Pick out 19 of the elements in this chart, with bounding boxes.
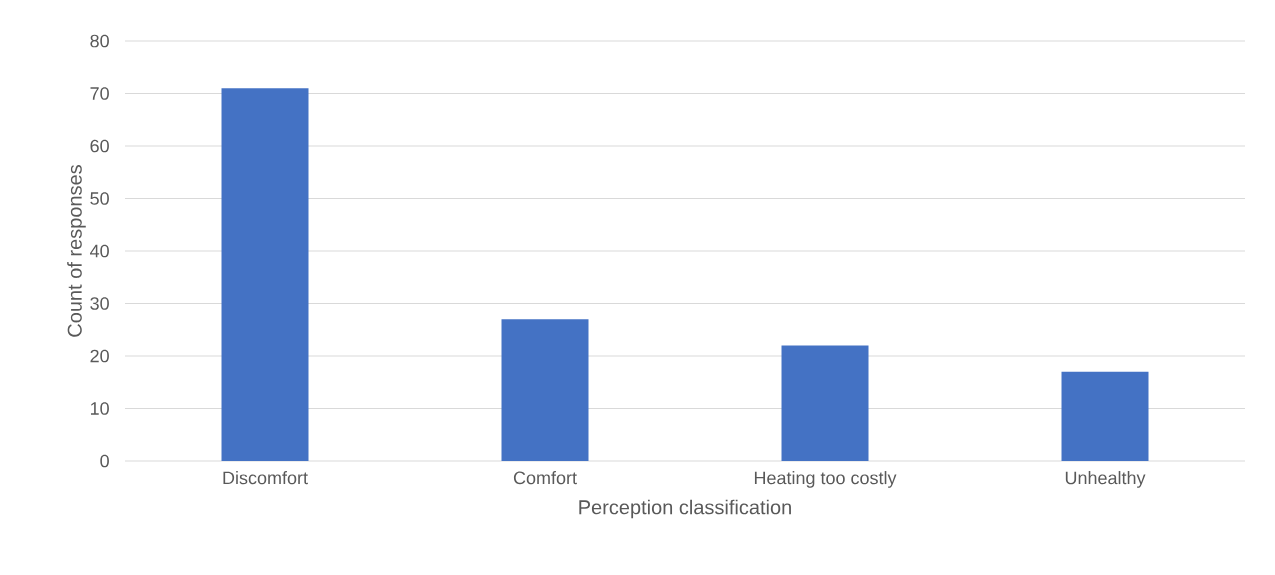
bar [1061, 371, 1149, 461]
x-tick-label: Comfort [513, 471, 577, 485]
y-tick-label: 10 [90, 402, 109, 415]
bar [221, 88, 309, 461]
bar [781, 345, 869, 461]
x-tick-label: Unhealthy [1065, 471, 1146, 488]
x-axis-title: Perception classification [579, 499, 791, 519]
x-tick-label: Heating too costly [754, 471, 897, 488]
y-tick-label: 30 [90, 297, 109, 310]
y-tick-label: 60 [90, 139, 109, 153]
y-tick-label: 80 [90, 34, 109, 48]
y-tick-label: 20 [90, 349, 109, 363]
bar [501, 319, 589, 461]
y-tick-label: 50 [90, 192, 109, 205]
y-tick-label: 70 [90, 87, 109, 100]
y-tick-label: 0 [100, 454, 109, 468]
y-axis-title: Count of responses [67, 165, 86, 337]
x-tick-label: Discomfort [223, 471, 308, 485]
y-tick-label: 40 [90, 244, 109, 258]
